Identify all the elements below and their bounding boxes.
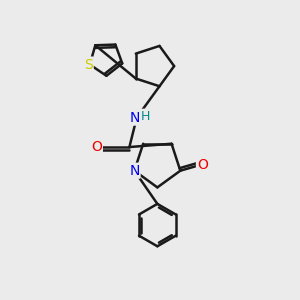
Text: H: H (141, 110, 150, 123)
Text: O: O (197, 158, 208, 172)
Text: S: S (84, 58, 93, 72)
Text: N: N (129, 164, 140, 178)
Text: N: N (129, 111, 140, 124)
Text: O: O (91, 140, 102, 154)
